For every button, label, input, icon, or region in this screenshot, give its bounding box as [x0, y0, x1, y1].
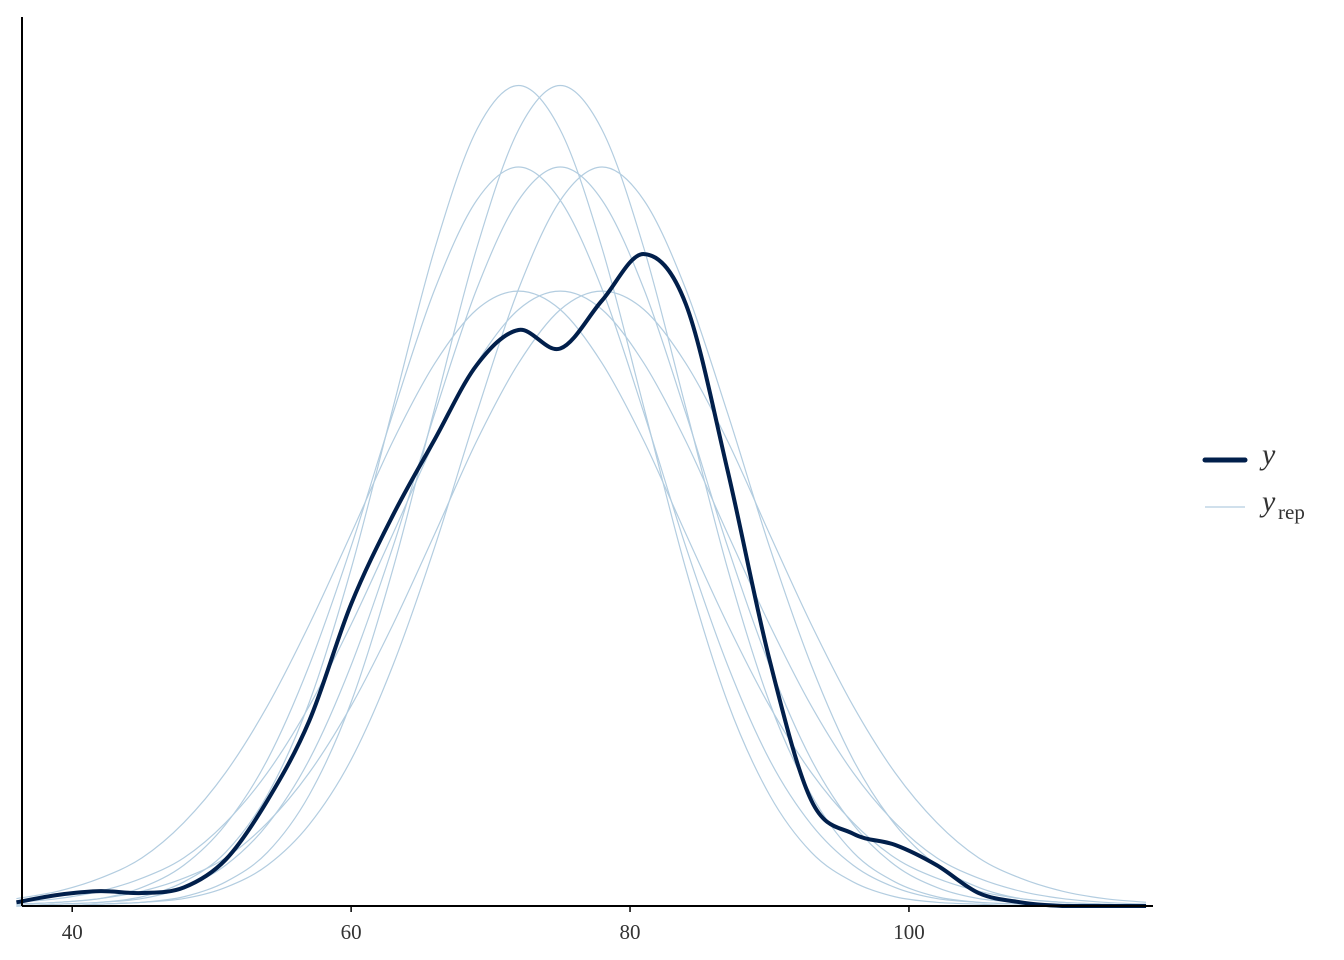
x-tick-label: 60	[341, 920, 362, 944]
x-tick-label: 100	[893, 920, 925, 944]
legend-label: y	[1259, 438, 1276, 471]
replicate-line	[16, 84, 1147, 907]
replicate-line	[16, 290, 1147, 905]
x-tick-label: 40	[62, 920, 83, 944]
replicate-line	[16, 84, 1147, 907]
replicate-line	[16, 290, 1147, 907]
legend-label-subscript: rep	[1278, 500, 1305, 524]
replicate-line	[16, 166, 1147, 907]
legend-label: y	[1259, 485, 1276, 518]
replicate-line	[16, 290, 1147, 905]
x-tick-label: 80	[620, 920, 641, 944]
observed-line	[16, 252, 1147, 908]
replicate-line	[16, 166, 1147, 907]
replicate-line	[16, 166, 1147, 907]
